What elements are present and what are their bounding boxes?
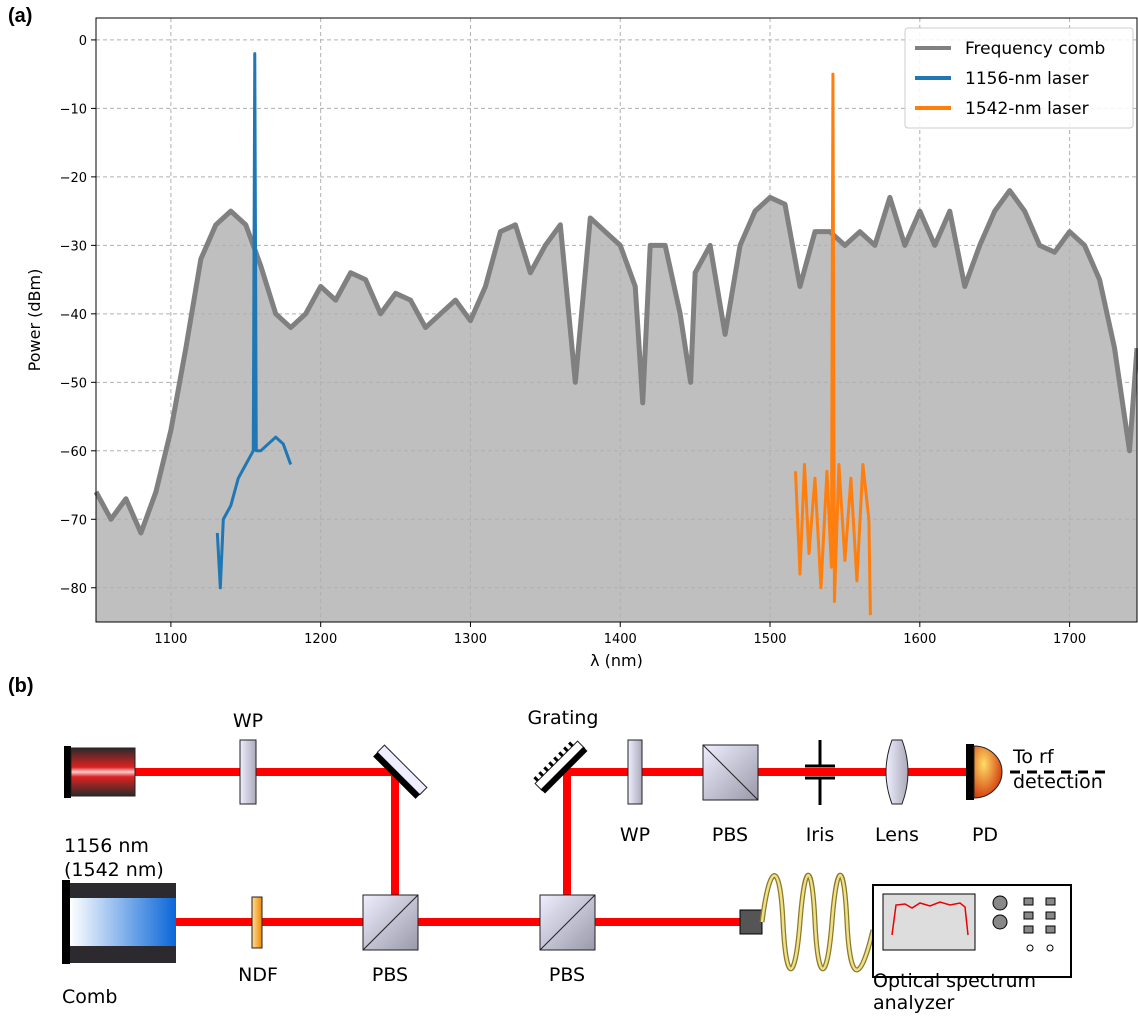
y-tick-label: −80 bbox=[60, 582, 87, 597]
x-tick-label: 1300 bbox=[454, 632, 487, 647]
x-tick-label: 1500 bbox=[753, 632, 786, 647]
grating bbox=[533, 740, 588, 794]
photodiode bbox=[973, 745, 1003, 799]
x-tick-label: 1200 bbox=[304, 632, 337, 647]
y-tick-label: −10 bbox=[60, 102, 87, 117]
y-tick-label: −20 bbox=[60, 171, 87, 186]
label: 1156 nm bbox=[64, 835, 149, 857]
x-tick-label: 1600 bbox=[903, 632, 936, 647]
x-tick-label: 1400 bbox=[604, 632, 637, 647]
osa-trace bbox=[891, 901, 969, 936]
y-tick-label: −60 bbox=[60, 445, 87, 460]
legend-label: Frequency comb bbox=[965, 39, 1105, 59]
label: detection bbox=[1013, 771, 1103, 793]
iris bbox=[805, 740, 835, 805]
y-tick-label: −30 bbox=[60, 239, 87, 254]
pbs bbox=[362, 894, 419, 951]
label: Optical spectrum bbox=[873, 970, 1036, 992]
pbs bbox=[539, 894, 596, 951]
x-axis-label: λ (nm) bbox=[590, 651, 643, 670]
label: PBS bbox=[712, 824, 748, 846]
label: analyzer bbox=[873, 992, 955, 1014]
osa-screen bbox=[882, 893, 976, 951]
mirror bbox=[373, 744, 428, 799]
label: WP bbox=[620, 824, 650, 846]
x-tick-label: 1100 bbox=[154, 632, 187, 647]
legend-label: 1542-nm laser bbox=[965, 99, 1089, 119]
label: PBS bbox=[372, 964, 408, 986]
axes-frame bbox=[95, 17, 1138, 623]
waveplate bbox=[239, 739, 257, 805]
series-line bbox=[793, 72, 872, 616]
panel-label: (a) bbox=[8, 5, 32, 27]
panel-label: (b) bbox=[8, 675, 34, 697]
label: PBS bbox=[549, 964, 585, 986]
legend-label: 1156-nm laser bbox=[965, 69, 1089, 89]
series-line bbox=[93, 188, 1138, 536]
label: Comb bbox=[62, 986, 117, 1008]
laser bbox=[70, 747, 136, 797]
series-line bbox=[215, 52, 293, 590]
x-tick-label: 1700 bbox=[1053, 632, 1086, 647]
pbs bbox=[702, 744, 759, 801]
laser-cap bbox=[64, 746, 71, 798]
legend-box bbox=[904, 27, 1134, 129]
label: Iris bbox=[806, 824, 835, 846]
fiber-connector bbox=[739, 909, 763, 935]
label: WP bbox=[233, 710, 263, 732]
setup-diagram: WP Grating To rf detection 1156 nm (1542… bbox=[62, 707, 1105, 1014]
y-tick-label: −70 bbox=[60, 513, 87, 528]
lens bbox=[885, 739, 909, 805]
label: Lens bbox=[875, 824, 919, 846]
pd-base bbox=[966, 744, 974, 800]
label: NDF bbox=[238, 964, 278, 986]
plot-area: 1100 1200 1300 1400 1500 1600 1700 −80 −70 −60 −50… bbox=[25, 17, 1138, 670]
y-tick-label: −50 bbox=[60, 376, 87, 391]
osa-controls bbox=[992, 895, 1056, 952]
ndf bbox=[251, 896, 263, 949]
label: To rf bbox=[1012, 746, 1055, 768]
comb-cap bbox=[62, 880, 70, 964]
comb-core bbox=[70, 898, 176, 946]
y-tick-label: 0 bbox=[79, 34, 87, 49]
waveplate bbox=[627, 739, 643, 805]
y-tick-label: −40 bbox=[60, 308, 87, 323]
label: PD bbox=[972, 824, 998, 846]
label: Grating bbox=[527, 707, 598, 729]
label: (1542 nm) bbox=[64, 859, 164, 881]
fiber-coil bbox=[760, 873, 875, 972]
y-axis-label: Power (dBm) bbox=[25, 269, 44, 372]
area-fill bbox=[96, 190, 1137, 623]
